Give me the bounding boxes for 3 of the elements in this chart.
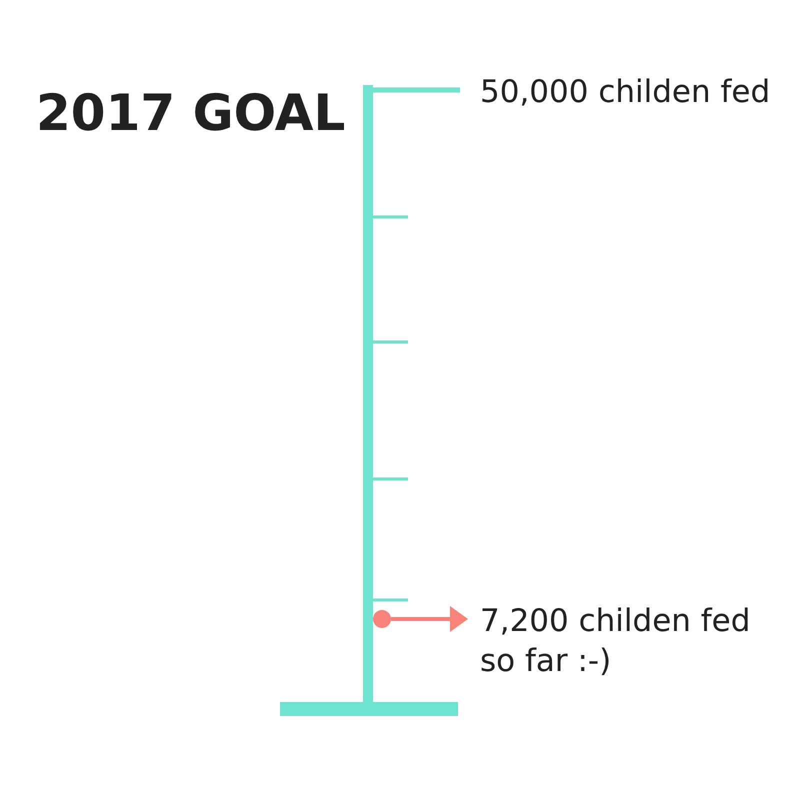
data-label: 7,200 childen fed so far :-) xyxy=(480,603,750,680)
text: 2017 GOAL xyxy=(36,84,346,142)
data-label: 50,000 childen fed xyxy=(480,74,770,110)
